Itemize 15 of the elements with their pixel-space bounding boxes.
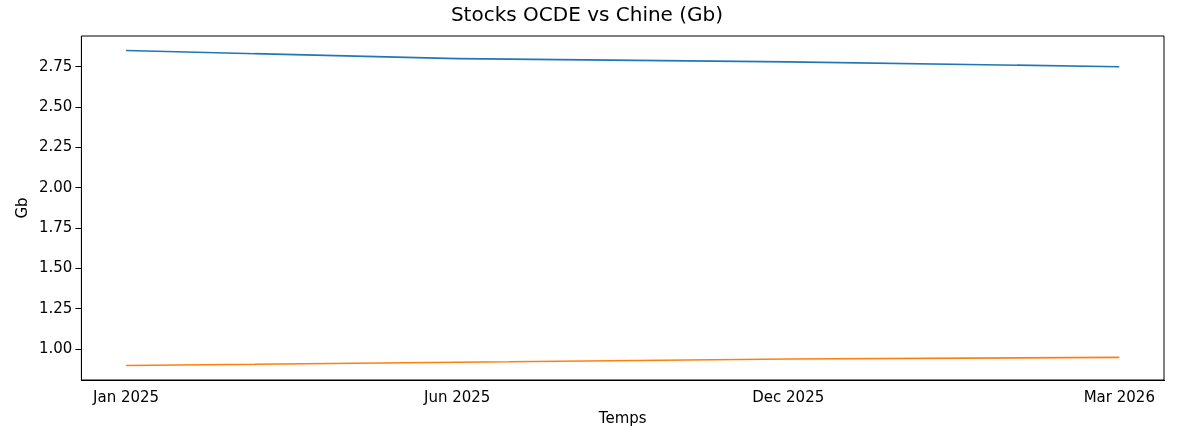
x-tick-label: Jan 2025 [92,387,160,406]
x-tick-label: Mar 2026 [1083,387,1155,406]
x-tick-label: Jun 2025 [422,387,491,406]
y-tick-label: 2.75 [38,56,73,75]
y-axis-title: Gb [12,197,31,219]
y-tick-label: 1.50 [38,258,73,277]
y-tick-label: 2.25 [38,137,73,156]
y-tick-label: 1.00 [38,339,73,358]
x-tick-label: Dec 2025 [752,387,825,406]
y-tick-label: 1.75 [38,218,73,237]
y-tick-label: 2.50 [38,96,73,115]
chart-title: Stocks OCDE vs Chine (Gb) [450,2,724,27]
y-tick-label: 1.25 [38,298,73,317]
x-axis-title: Temps [597,408,647,427]
y-tick-label: 2.00 [38,177,73,196]
